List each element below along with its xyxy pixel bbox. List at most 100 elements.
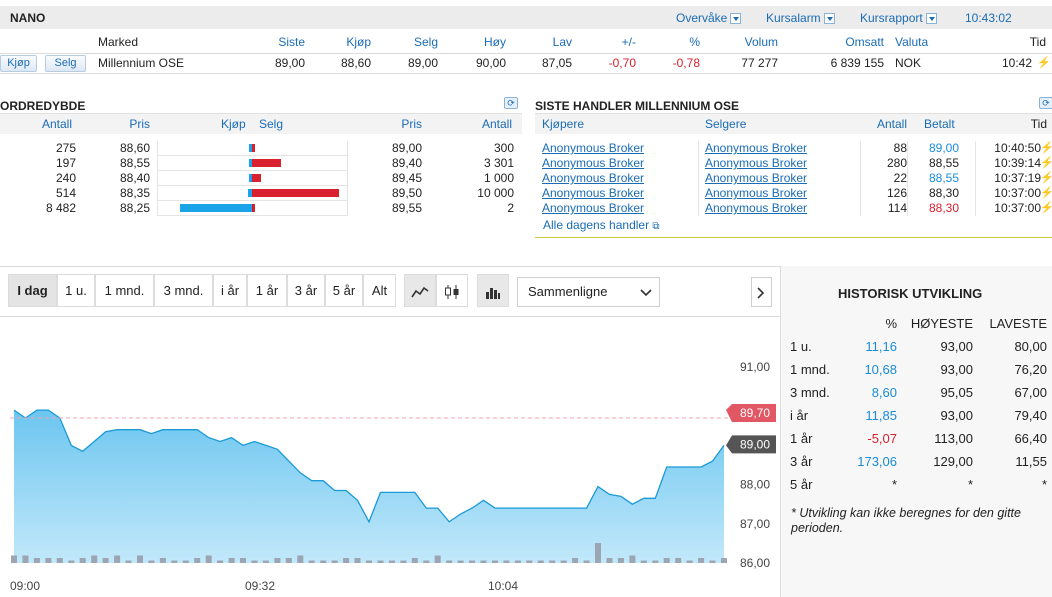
price-alert-link[interactable]: Kursalarm — [766, 11, 835, 25]
seller-link[interactable]: Anonymous Broker — [705, 141, 808, 155]
order-depth-row: 8 482 88,25 89,55 2 — [0, 201, 522, 216]
volume-bar — [629, 555, 636, 563]
external-window-icon: ⧉ — [652, 221, 660, 232]
trade-time: 10:37:19 — [994, 171, 1041, 185]
watch-link[interactable]: Overvåke — [676, 11, 742, 25]
ask-qty: 1 000 — [483, 171, 514, 185]
volume-bar — [457, 560, 464, 563]
reference-value-flag — [726, 403, 776, 422]
sell-button[interactable]: Selg — [45, 55, 86, 72]
col-hist-pct: % — [885, 316, 897, 331]
bid-qty: 240 — [55, 171, 76, 185]
historical-pct: -5,07 — [867, 431, 897, 446]
period-button[interactable]: 1 år — [247, 274, 287, 307]
price-change: -0,70 — [608, 56, 636, 70]
historical-low: 79,40 — [1014, 408, 1047, 423]
trade-time: 10:39:14 — [994, 156, 1041, 170]
volume-bar — [492, 560, 498, 563]
historical-note: * Utvikling kan ikke beregnes for den gi… — [791, 506, 1021, 535]
historical-period: i år — [790, 408, 809, 423]
all-trades-link[interactable]: Alle dagens handler ⧉ — [543, 218, 660, 232]
y-tick-label: 88,00 — [740, 478, 770, 492]
order-depth-row: 275 88,60 89,00 300 — [0, 141, 522, 156]
bid-qty: 275 — [55, 141, 76, 155]
bid-price: 88,35 — [119, 186, 150, 200]
bid-depth-bar — [249, 144, 252, 152]
buyer-link[interactable]: Anonymous Broker — [542, 201, 645, 215]
historical-low: 67,00 — [1014, 385, 1047, 400]
price-report-label: Kursrapport — [860, 11, 923, 25]
volume-bar — [79, 558, 86, 563]
trade-time: 10:37:00 — [994, 201, 1041, 215]
historical-row: 1 år -5,07 113,00 66,40 — [781, 431, 1052, 453]
ask-depth-bar — [252, 189, 339, 197]
buyer-link[interactable]: Anonymous Broker — [542, 186, 645, 200]
line-chart-icon[interactable] — [404, 274, 436, 307]
compare-label: Sammenligne — [528, 284, 608, 299]
price-report-link[interactable]: Kursrapport — [860, 11, 937, 25]
bid-price: 88,25 — [119, 201, 150, 215]
volume-bars-icon[interactable] — [477, 274, 509, 307]
chart-next-button[interactable] — [751, 277, 772, 307]
historical-high: 95,05 — [940, 385, 973, 400]
buyer-link[interactable]: Anonymous Broker — [542, 156, 645, 170]
ask-depth-bar — [252, 204, 255, 212]
buyer-link[interactable]: Anonymous Broker — [542, 171, 645, 185]
divider — [158, 170, 347, 171]
historical-low: * — [1041, 477, 1047, 492]
period-button[interactable]: i år — [213, 274, 247, 307]
seller-link[interactable]: Anonymous Broker — [705, 186, 808, 200]
col-volume: Volum — [744, 35, 778, 49]
volume: 77 277 — [741, 56, 778, 70]
seller-link[interactable]: Anonymous Broker — [705, 201, 808, 215]
divider — [698, 141, 699, 216]
seller-link[interactable]: Anonymous Broker — [705, 156, 808, 170]
divider — [158, 215, 347, 216]
volume-bar — [274, 558, 281, 563]
col-ask: Selg — [413, 35, 438, 49]
historical-row: 3 år 173,06 129,00 11,55 — [781, 454, 1052, 476]
historical-period: 1 u. — [790, 339, 812, 354]
ask-qty: 3 301 — [483, 156, 514, 170]
bid-price: 88,60 — [340, 56, 371, 70]
col-hist-high: HØYESTE — [910, 316, 973, 331]
volume-bar — [11, 555, 17, 563]
col-low: Lav — [552, 35, 572, 49]
period-button[interactable]: 3 år — [287, 274, 325, 307]
col-ask-qty: Antall — [481, 117, 512, 131]
price-alert-label: Kursalarm — [766, 11, 821, 25]
buy-button[interactable]: Kjøp — [0, 55, 37, 72]
period-button[interactable]: 1 mnd. — [95, 274, 154, 307]
period-button[interactable]: 1 u. — [57, 274, 95, 307]
volume-bar — [446, 560, 453, 563]
refresh-icon[interactable]: ⟳ — [1039, 97, 1052, 109]
period-button[interactable]: I dag — [8, 274, 57, 307]
trade-qty: 280 — [886, 156, 907, 170]
period-button[interactable]: Alt — [363, 274, 396, 307]
period-button[interactable]: 5 år — [325, 274, 363, 307]
price-area — [14, 410, 724, 563]
bid-depth-bar — [249, 159, 252, 167]
col-time: Tid — [1029, 35, 1046, 49]
trade-row: Anonymous Broker Anonymous Broker 114 88,30… — [535, 201, 1052, 216]
volume-bar — [366, 560, 372, 563]
historical-high: 129,00 — [933, 454, 973, 469]
historical-high: * — [967, 477, 973, 492]
refresh-icon[interactable]: ⟳ — [504, 97, 518, 109]
historical-high: 93,00 — [940, 339, 973, 354]
historical-row: 1 u. 11,16 93,00 80,00 — [781, 339, 1052, 361]
y-tick-label: 87,00 — [740, 517, 770, 531]
trade-row: Anonymous Broker Anonymous Broker 88 89,00 1… — [535, 141, 1052, 156]
trade-tick-icon: ⚡ — [1040, 172, 1052, 184]
volume-bar — [114, 555, 121, 563]
chevron-down-icon — [823, 13, 835, 25]
y-tick-label: 91,00 — [740, 360, 770, 374]
col-paid: Betalt — [924, 117, 955, 131]
candlestick-icon[interactable] — [436, 274, 468, 307]
last-value-flag — [726, 435, 776, 454]
col-last: Siste — [278, 35, 305, 49]
seller-link[interactable]: Anonymous Broker — [705, 171, 808, 185]
period-button[interactable]: 3 mnd. — [154, 274, 213, 307]
compare-dropdown[interactable]: Sammenligne — [517, 277, 660, 307]
buyer-link[interactable]: Anonymous Broker — [542, 141, 645, 155]
